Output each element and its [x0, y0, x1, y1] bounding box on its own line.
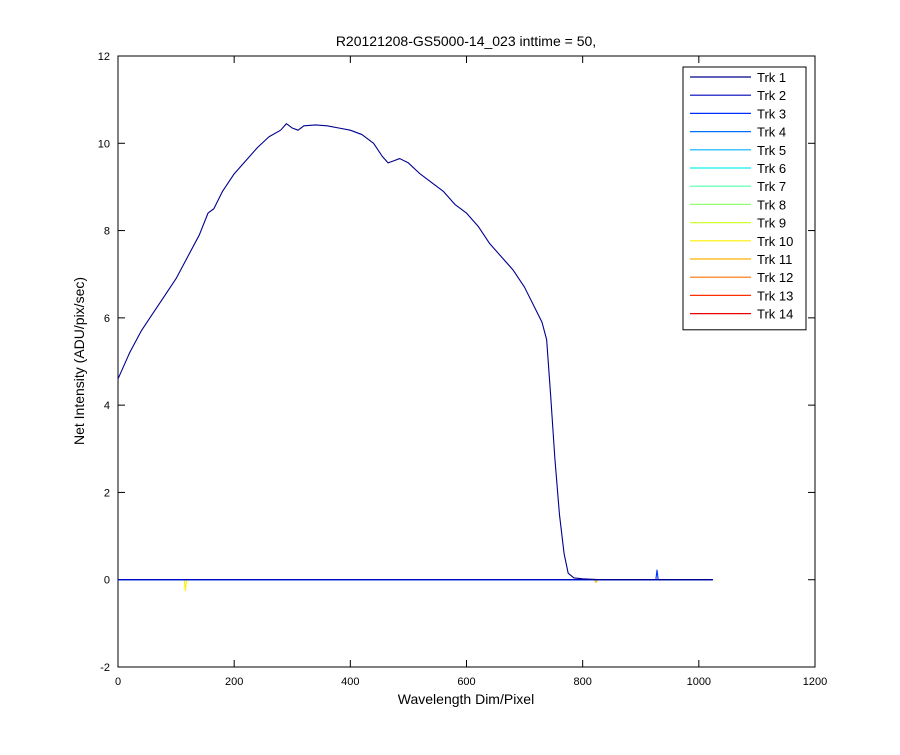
- y-tick-label: 6: [104, 313, 110, 325]
- x-tick-label: 600: [457, 676, 475, 688]
- y-tick-label: 2: [104, 487, 110, 499]
- y-tick-label: 12: [98, 51, 110, 63]
- y-tick-label: 0: [104, 575, 110, 587]
- legend: Trk 1 Trk 2 Trk 3 Trk 4 Trk 5 Trk 6 Trk 7 Trk 8…: [682, 66, 807, 331]
- y-tick-label: 4: [104, 400, 110, 412]
- y-tick-label: 10: [98, 138, 110, 150]
- x-axis-label: Wavelength Dim/Pixel: [398, 691, 534, 707]
- legend-label: Trk 10: [757, 234, 793, 249]
- legend-label: Trk 14: [757, 307, 793, 322]
- x-tick-label: 200: [225, 676, 243, 688]
- chart-title: R20121208-GS5000-14_023 inttime = 50,: [336, 33, 596, 49]
- legend-label: Trk 13: [757, 288, 793, 303]
- y-tick-label: -2: [100, 662, 110, 674]
- legend-label: Trk 7: [757, 179, 786, 194]
- legend-label: Trk 12: [757, 270, 793, 285]
- x-tick-label: 1000: [687, 676, 711, 688]
- legend-label: Trk 3: [757, 106, 786, 121]
- legend-box: [682, 66, 807, 331]
- legend-label: Trk 8: [757, 197, 786, 212]
- y-tick-label: 8: [104, 226, 110, 238]
- x-tick-label: 0: [115, 676, 121, 688]
- legend-label: Trk 1: [757, 70, 786, 85]
- legend-label: Trk 2: [757, 88, 786, 103]
- x-tick-label: 400: [341, 676, 359, 688]
- y-axis-label: Net Intensity (ADU/pix/sec): [71, 277, 87, 445]
- legend-label: Trk 6: [757, 161, 786, 176]
- series-line-trk-1: [117, 123, 713, 581]
- legend-label: Trk 5: [757, 143, 786, 158]
- x-tick-label: 800: [573, 676, 591, 688]
- x-tick-label: 1200: [803, 676, 827, 688]
- legend-label: Trk 11: [757, 252, 792, 267]
- legend-label: Trk 9: [757, 216, 786, 231]
- legend-label: Trk 4: [757, 125, 786, 140]
